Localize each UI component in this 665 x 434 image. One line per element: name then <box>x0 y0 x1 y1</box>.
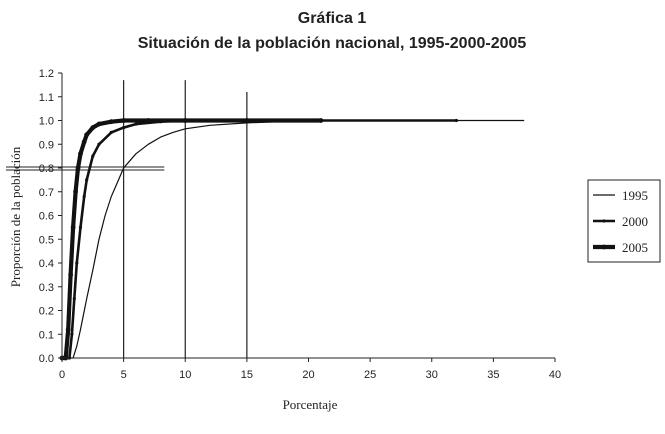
data-point-2005 <box>121 118 127 123</box>
data-point-2005 <box>70 224 76 230</box>
x-tick-label: 25 <box>364 369 376 381</box>
data-point-2005 <box>182 118 188 123</box>
y-tick-label: 0.6 <box>39 211 54 223</box>
y-tick-label: 1.2 <box>39 68 54 80</box>
data-point-2005 <box>108 119 114 125</box>
chart-subtitle: Situación de la población nacional, 1995… <box>138 35 527 52</box>
x-tick-label: 30 <box>426 369 438 381</box>
data-point-2000 <box>82 194 86 199</box>
y-tick-label: 1.1 <box>39 92 54 104</box>
y-tick-label: 0.4 <box>39 258 54 270</box>
data-point-2000 <box>70 332 74 336</box>
series-line-2000 <box>62 119 457 360</box>
data-point-2000 <box>97 142 101 146</box>
data-point-2005 <box>318 118 324 123</box>
x-axis-label: Porcentaje <box>283 397 338 412</box>
data-point-2005 <box>90 125 96 131</box>
data-point-2005 <box>65 327 71 332</box>
x-tick-label: 35 <box>487 369 499 381</box>
data-point-2000 <box>91 154 95 158</box>
data-point-2000 <box>134 122 138 126</box>
x-tick-label: 10 <box>179 369 191 381</box>
legend-marker-2000 <box>602 219 606 223</box>
data-point-2000 <box>75 261 79 265</box>
data-point-2005 <box>68 272 74 278</box>
data-point-2005 <box>75 165 81 171</box>
data-point-2000 <box>122 126 126 130</box>
data-point-2005 <box>81 139 87 145</box>
data-point-2000 <box>72 297 76 301</box>
legend-label-2000: 2000 <box>622 214 648 229</box>
data-point-2000 <box>109 130 113 134</box>
series-line-2005 <box>62 118 321 361</box>
data-point-2005 <box>244 118 250 123</box>
y-tick-label: 0.7 <box>39 187 54 199</box>
data-point-2005 <box>73 189 78 195</box>
data-point-2005 <box>145 118 151 123</box>
data-point-2005 <box>96 121 102 127</box>
x-tick-label: 0 <box>59 369 65 381</box>
series-group <box>59 118 525 361</box>
data-point-2000 <box>85 178 89 182</box>
y-tick-label: 0.1 <box>39 329 54 341</box>
y-tick-label: 0.2 <box>39 306 54 318</box>
y-tick-label: 0.9 <box>39 139 54 151</box>
x-tick-label: 40 <box>549 369 561 381</box>
axes: 0.0 0.1 0.2 0.3 0.4 0.5 0.6 0.7 0.8 0.9 1.0 1.1 1.2 0… <box>39 68 561 381</box>
x-tick-label: 15 <box>241 369 253 381</box>
legend-marker-2005 <box>601 244 607 250</box>
y-tick-label: 0.0 <box>39 353 54 365</box>
y-tick-label: 1.0 <box>39 116 54 128</box>
y-axis-label: Proporción de la población <box>8 146 23 287</box>
data-point-2005 <box>78 151 83 157</box>
data-point-2000 <box>78 225 83 229</box>
x-tick-label: 20 <box>302 369 314 381</box>
series-line-1995 <box>62 119 525 359</box>
data-point-2005 <box>84 132 90 138</box>
legend-label-2005: 2005 <box>622 240 648 255</box>
legend: 1995 2000 2005 <box>587 179 661 263</box>
y-tick-label: 0.8 <box>39 163 54 175</box>
y-tick-label: 0.3 <box>39 282 54 294</box>
chart-title: Gráfica 1 <box>298 10 367 27</box>
data-point-2000 <box>454 118 458 123</box>
y-tick-label: 0.5 <box>39 234 54 246</box>
legend-label-1995: 1995 <box>622 188 648 203</box>
x-tick-label: 5 <box>121 369 127 381</box>
